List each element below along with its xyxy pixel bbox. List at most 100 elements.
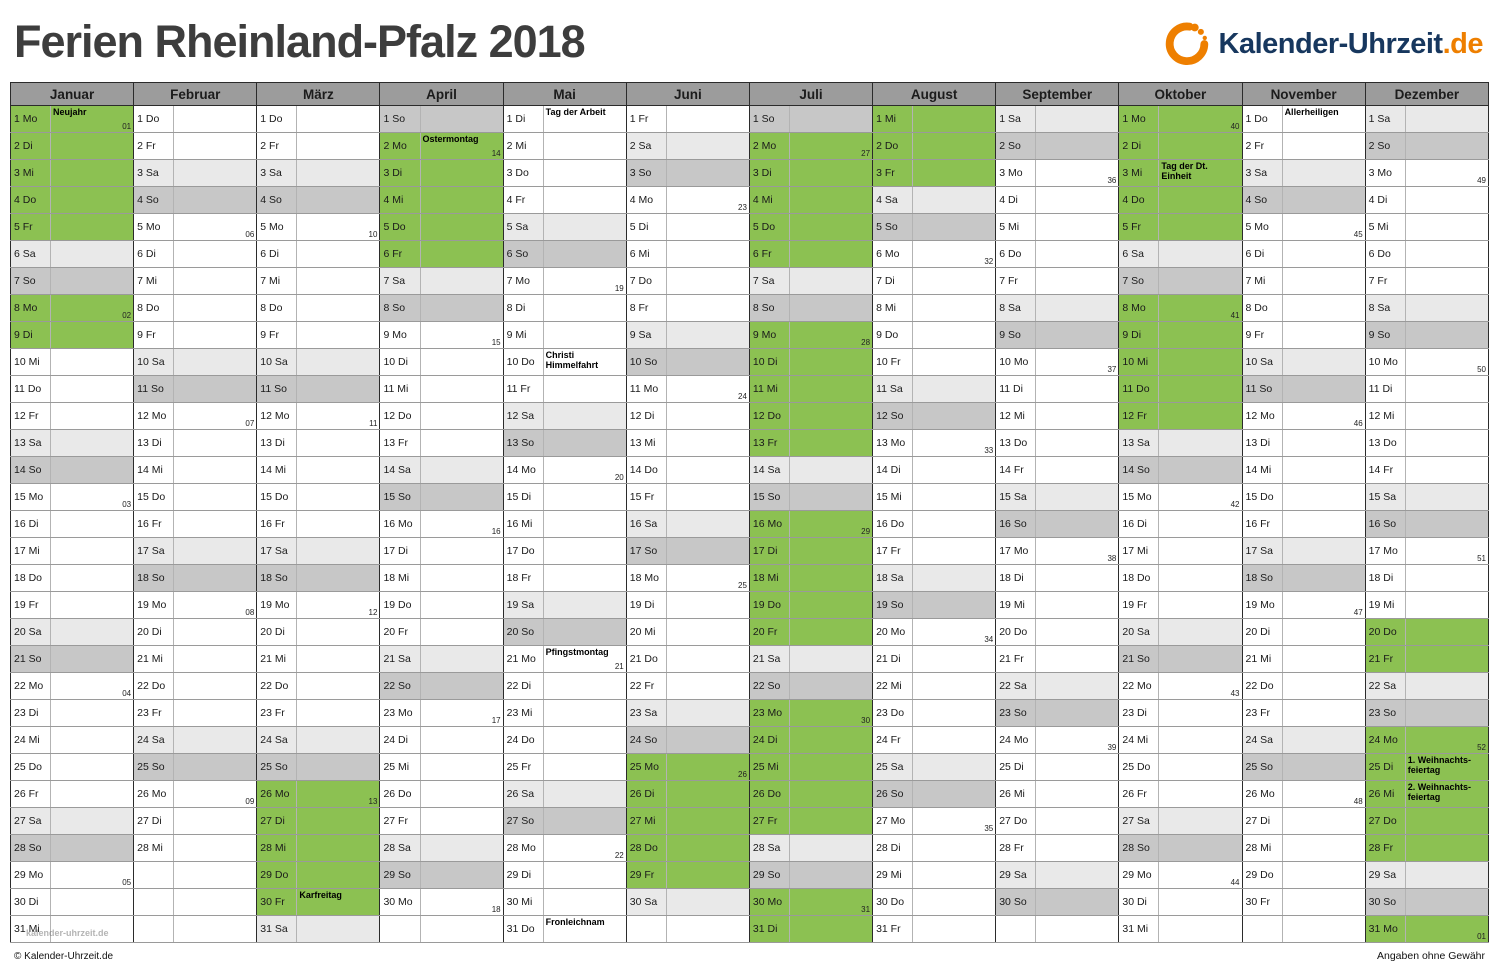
day-note-cell <box>296 699 381 727</box>
day-cell: 19 Di <box>625 591 667 619</box>
day-cell: 17 Di <box>379 537 421 565</box>
day-note-cell <box>173 105 258 133</box>
day-note-cell: 42 <box>1158 483 1243 511</box>
day-note-cell <box>420 537 504 565</box>
day-note-cell <box>296 618 381 646</box>
day-cell: 2 Do <box>872 132 914 160</box>
day-cell: 24 Mi <box>1118 726 1160 754</box>
day-row: 14 So 14 Mi 14 Mi 14 Sa 14 Mo 20 14 Do 14 Sa 14 … <box>9 456 1490 484</box>
day-cell: 25 So <box>133 753 175 781</box>
day-note-cell: 44 <box>1158 861 1243 889</box>
holiday-label: Tag der Arbeit <box>545 107 606 117</box>
week-number: 39 <box>1107 743 1117 752</box>
day-cell: 3 So <box>625 159 667 187</box>
day-note-cell <box>912 564 997 592</box>
day-row: 19 Fr 19 Mo 08 19 Mo 12 19 Do 19 Sa 19 Di 19 Do 1… <box>9 591 1490 619</box>
day-cell: 11 Mo <box>625 375 667 403</box>
day-cell: 30 Mo <box>379 888 421 916</box>
month-header-november: November <box>1241 82 1366 106</box>
day-cell: 21 Di <box>872 645 914 673</box>
day-note-cell <box>296 672 381 700</box>
day-cell: 24 Mo <box>995 726 1037 754</box>
day-note-cell <box>1035 294 1120 322</box>
day-row: 27 Sa 27 Di 27 Di 27 Fr 27 So 27 Mi 27 Fr 27 Mo… <box>9 807 1490 835</box>
day-note-cell <box>1035 375 1120 403</box>
week-number: 11 <box>369 419 378 428</box>
day-note-cell <box>789 267 874 295</box>
day-note-cell <box>1405 429 1490 457</box>
day-note-cell <box>296 105 381 133</box>
day-note-cell <box>789 429 874 457</box>
day-note-cell <box>1282 375 1366 403</box>
day-note-cell <box>789 915 874 943</box>
day-cell: 15 So <box>379 483 421 511</box>
day-cell: 29 Fr <box>625 861 667 889</box>
day-cell: 19 Do <box>748 591 790 619</box>
day-cell: 17 Di <box>748 537 790 565</box>
day-row: 7 So 7 Mi 7 Mi 7 Sa 7 Mo 19 7 Do 7 Sa 7 Di 7 Fr 7 … <box>9 267 1490 295</box>
week-number: 03 <box>122 500 132 509</box>
day-note-cell <box>1282 807 1366 835</box>
day-cell: 21 Mi <box>1241 645 1283 673</box>
day-note-cell <box>1158 213 1243 241</box>
day-cell: 22 Mo <box>1118 672 1160 700</box>
day-row: 10 Mi 10 Sa 10 Sa 10 Di 10 Do Christi Himmelf… <box>9 348 1490 376</box>
day-cell: 24 Mi <box>9 726 52 754</box>
day-note-cell <box>1405 564 1490 592</box>
day-row: 1 Mo Neujahr 01 1 Do 1 Do 1 So 1 Di Tag der Arb… <box>9 105 1490 133</box>
day-cell: 18 So <box>133 564 175 592</box>
day-note-cell <box>50 375 135 403</box>
day-cell: 19 Mo <box>133 591 175 619</box>
day-cell: 8 Di <box>502 294 544 322</box>
day-note-cell <box>1158 348 1243 376</box>
day-note-cell: 04 <box>50 672 135 700</box>
week-number: 19 <box>614 284 624 293</box>
day-cell: 20 Sa <box>1118 618 1160 646</box>
empty-cell <box>625 915 667 943</box>
logo-text-de: .de <box>1442 27 1484 60</box>
day-note-cell <box>50 618 135 646</box>
month-header-mai: Mai <box>502 82 627 106</box>
day-note-cell <box>666 672 750 700</box>
day-row: 8 Mo 02 8 Do 8 Do 8 So 8 Di 8 Fr 8 So 8 Mi 8 Sa 8 … <box>9 294 1490 322</box>
day-note-cell <box>1282 159 1366 187</box>
day-cell: 26 Mo <box>1241 780 1283 808</box>
day-note-cell <box>173 699 258 727</box>
week-number: 41 <box>1230 311 1240 320</box>
day-note-cell: 45 <box>1282 213 1366 241</box>
day-note-cell <box>1282 834 1366 862</box>
day-note-cell: 28 <box>789 321 874 349</box>
day-note-cell <box>912 132 997 160</box>
day-note-cell <box>50 267 135 295</box>
day-cell: 19 Mi <box>1364 591 1406 619</box>
day-note-cell <box>789 537 874 565</box>
day-note-cell <box>1282 294 1366 322</box>
day-cell: 13 Sa <box>9 429 52 457</box>
day-cell: 3 Sa <box>256 159 298 187</box>
day-note-cell <box>1282 699 1366 727</box>
day-cell: 24 Mo <box>1364 726 1406 754</box>
site-logo: Kalender-Uhrzeit.de <box>1161 18 1484 70</box>
week-number: 36 <box>1107 176 1117 185</box>
week-number: 51 <box>1477 554 1486 563</box>
day-note-cell <box>912 726 997 754</box>
day-note-cell <box>1282 483 1366 511</box>
day-cell: 1 Sa <box>1364 105 1406 133</box>
day-note-cell <box>1158 132 1243 160</box>
day-note-cell <box>420 267 504 295</box>
holiday-label: 1. Weihnachts-feiertag <box>1407 755 1472 776</box>
day-row: 4 Do 4 So 4 So 4 Mi 4 Fr 4 Mo 23 4 Mi 4 Sa 4 Di 4 … <box>9 186 1490 214</box>
day-note-cell <box>912 537 997 565</box>
day-note-cell <box>420 807 504 835</box>
day-cell: 17 Sa <box>133 537 175 565</box>
day-row: 9 Di 9 Fr 9 Fr 9 Mo 15 9 Mi 9 Sa 9 Mo 28 9 Do 9 So… <box>9 321 1490 349</box>
day-cell: 29 Di <box>502 861 544 889</box>
day-note-cell: 50 <box>1405 348 1490 376</box>
day-cell: 8 Mi <box>872 294 914 322</box>
day-cell: 18 Mi <box>748 564 790 592</box>
day-note-cell: 48 <box>1282 780 1366 808</box>
day-cell: 23 So <box>995 699 1037 727</box>
day-note-cell <box>1282 537 1366 565</box>
day-note-cell <box>1405 645 1490 673</box>
day-cell: 14 Sa <box>748 456 790 484</box>
